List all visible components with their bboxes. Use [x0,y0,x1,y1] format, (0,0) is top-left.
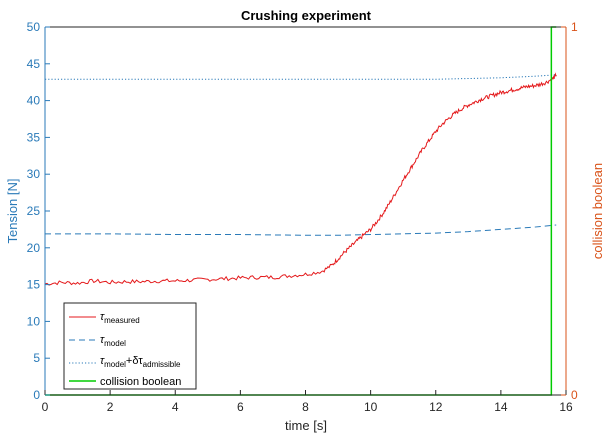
left-y-tick-label: 25 [27,204,41,218]
legend: τmeasured τmodel τmodel+δτadmissible col… [63,302,197,390]
left-y-tick-label: 50 [27,20,41,34]
x-tick-label: 4 [172,400,179,414]
left-y-tick-label: 30 [27,167,41,181]
series-line-0 [44,72,557,286]
left-y-tick-label: 35 [27,130,41,144]
x-axis-title: time [s] [285,418,327,433]
legend-label-admissible: τmodel+δτadmissible [100,355,181,369]
x-tick-label: 2 [107,400,114,414]
x-tick-label: 14 [494,400,508,414]
x-tick-label: 0 [42,400,49,414]
left-y-tick-label: 10 [27,314,41,328]
left-y-tick-label: 20 [27,241,41,255]
x-tick-label: 16 [559,400,573,414]
left-y-axis-title: Tension [N] [5,178,20,243]
left-y-tick-label: 45 [27,57,41,71]
left-y-tick-label: 0 [33,388,40,402]
right-y-axis-title: collision boolean [590,163,605,259]
legend-label-collision: collision boolean [100,376,181,388]
right-y-tick-label: 1 [571,20,578,34]
legend-label-model: τmodel [100,334,126,348]
x-tick-label: 8 [302,400,309,414]
chart-title: Crushing experiment [241,8,372,23]
series-line-1 [45,224,557,236]
left-y-tick-label: 15 [27,278,41,292]
right-y-tick-label: 0 [571,388,578,402]
x-tick-label: 6 [237,400,244,414]
x-tick-label: 10 [364,400,378,414]
x-tick-label: 12 [429,400,443,414]
left-y-tick-label: 5 [33,351,40,365]
left-y-tick-label: 40 [27,94,41,108]
legend-label-measured: τmeasured [100,311,140,325]
